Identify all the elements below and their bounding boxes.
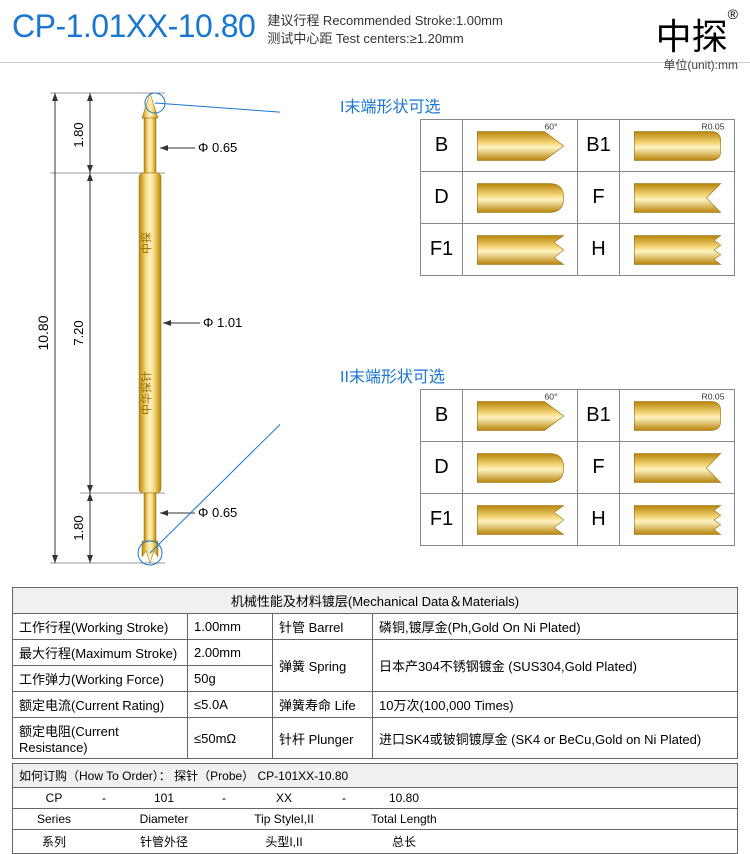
svg-text:Φ 0.65: Φ 0.65 — [198, 505, 237, 520]
tip-code: H — [578, 224, 620, 276]
tip-shape-B: 60° — [463, 390, 578, 442]
order-labels-cn: 系列针管外径头型I,II总长 — [13, 830, 738, 854]
tip-code: B1 — [578, 390, 620, 442]
tip-code: B — [421, 120, 463, 172]
tip-code: D — [421, 442, 463, 494]
tip-shape-F1 — [463, 224, 578, 276]
svg-text:R0.05: R0.05 — [701, 122, 724, 132]
tip-section-title: I末端形状可选 — [340, 93, 440, 117]
tip-shape-H — [620, 494, 735, 546]
tip-shape-D — [463, 442, 578, 494]
order-title: 如何订购（How To Order）： 探针（Probe） CP-101XX-1… — [13, 764, 738, 788]
svg-text:7.20: 7.20 — [71, 320, 86, 345]
svg-text:Φ 1.01: Φ 1.01 — [203, 315, 242, 330]
order-codes-row: CP-101-XX-10.80 — [13, 788, 738, 809]
diagram-area: 10.80 1.80 7.20 1.80 中探 中华探针 — [0, 63, 750, 583]
dim-total: 10.80 — [35, 315, 51, 350]
order-table: 如何订购（How To Order）： 探针（Probe） CP-101XX-1… — [12, 763, 738, 854]
svg-text:Φ 0.65: Φ 0.65 — [198, 140, 237, 155]
svg-text:中探: 中探 — [140, 232, 153, 254]
stroke-label: 建议行程 Recommended Stroke:1.00mm — [267, 12, 503, 30]
tip-shape-B: 60° — [463, 120, 578, 172]
header: CP-1.01XX-10.80 建议行程 Recommended Stroke:… — [0, 0, 750, 63]
tip-shape-F — [620, 172, 735, 224]
tip-code: F — [578, 442, 620, 494]
tip-code: F1 — [421, 224, 463, 276]
header-specs: 建议行程 Recommended Stroke:1.00mm 测试中心距 Tes… — [267, 8, 503, 48]
tip-shape-B1: R0.05 — [620, 390, 735, 442]
svg-text:中华探针: 中华探针 — [139, 371, 153, 415]
tip-code: D — [421, 172, 463, 224]
tip-shape-grid: B 60° B1 R0.05 D F — [420, 119, 735, 276]
centers-label: 测试中心距 Test centers:≥1.20mm — [267, 30, 503, 48]
tip-shape-F1 — [463, 494, 578, 546]
brand-logo: 中探® — [656, 8, 738, 60]
brand-text: 中探 — [656, 16, 728, 57]
svg-text:60°: 60° — [544, 122, 557, 132]
probe-drawing: 10.80 1.80 7.20 1.80 中探 中华探针 — [20, 73, 280, 583]
tip-shape-grid: B 60° B1 R0.05 D F — [420, 389, 735, 546]
tip-code: B — [421, 390, 463, 442]
mechanical-table: 机械性能及材料镀层(Mechanical Data＆Materials) 工作行… — [12, 587, 738, 759]
tip-shape-D — [463, 172, 578, 224]
tip-code: F — [578, 172, 620, 224]
tip-shape-F — [620, 442, 735, 494]
tip-shape-H — [620, 224, 735, 276]
svg-text:60°: 60° — [544, 392, 557, 402]
svg-text:1.80: 1.80 — [71, 515, 86, 540]
tip-code: F1 — [421, 494, 463, 546]
svg-text:R0.05: R0.05 — [701, 392, 724, 402]
mech-title: 机械性能及材料镀层(Mechanical Data＆Materials) — [13, 588, 738, 614]
part-number: CP-1.01XX-10.80 — [12, 8, 255, 45]
svg-text:1.80: 1.80 — [71, 122, 86, 147]
order-labels-en: SeriesDiameterTip StyleI,IITotal Length — [13, 809, 738, 830]
registered-icon: ® — [728, 6, 738, 22]
tip-shape-B1: R0.05 — [620, 120, 735, 172]
tip-code: B1 — [578, 120, 620, 172]
tip-section-title: II末端形状可选 — [340, 363, 445, 387]
tip-code: H — [578, 494, 620, 546]
